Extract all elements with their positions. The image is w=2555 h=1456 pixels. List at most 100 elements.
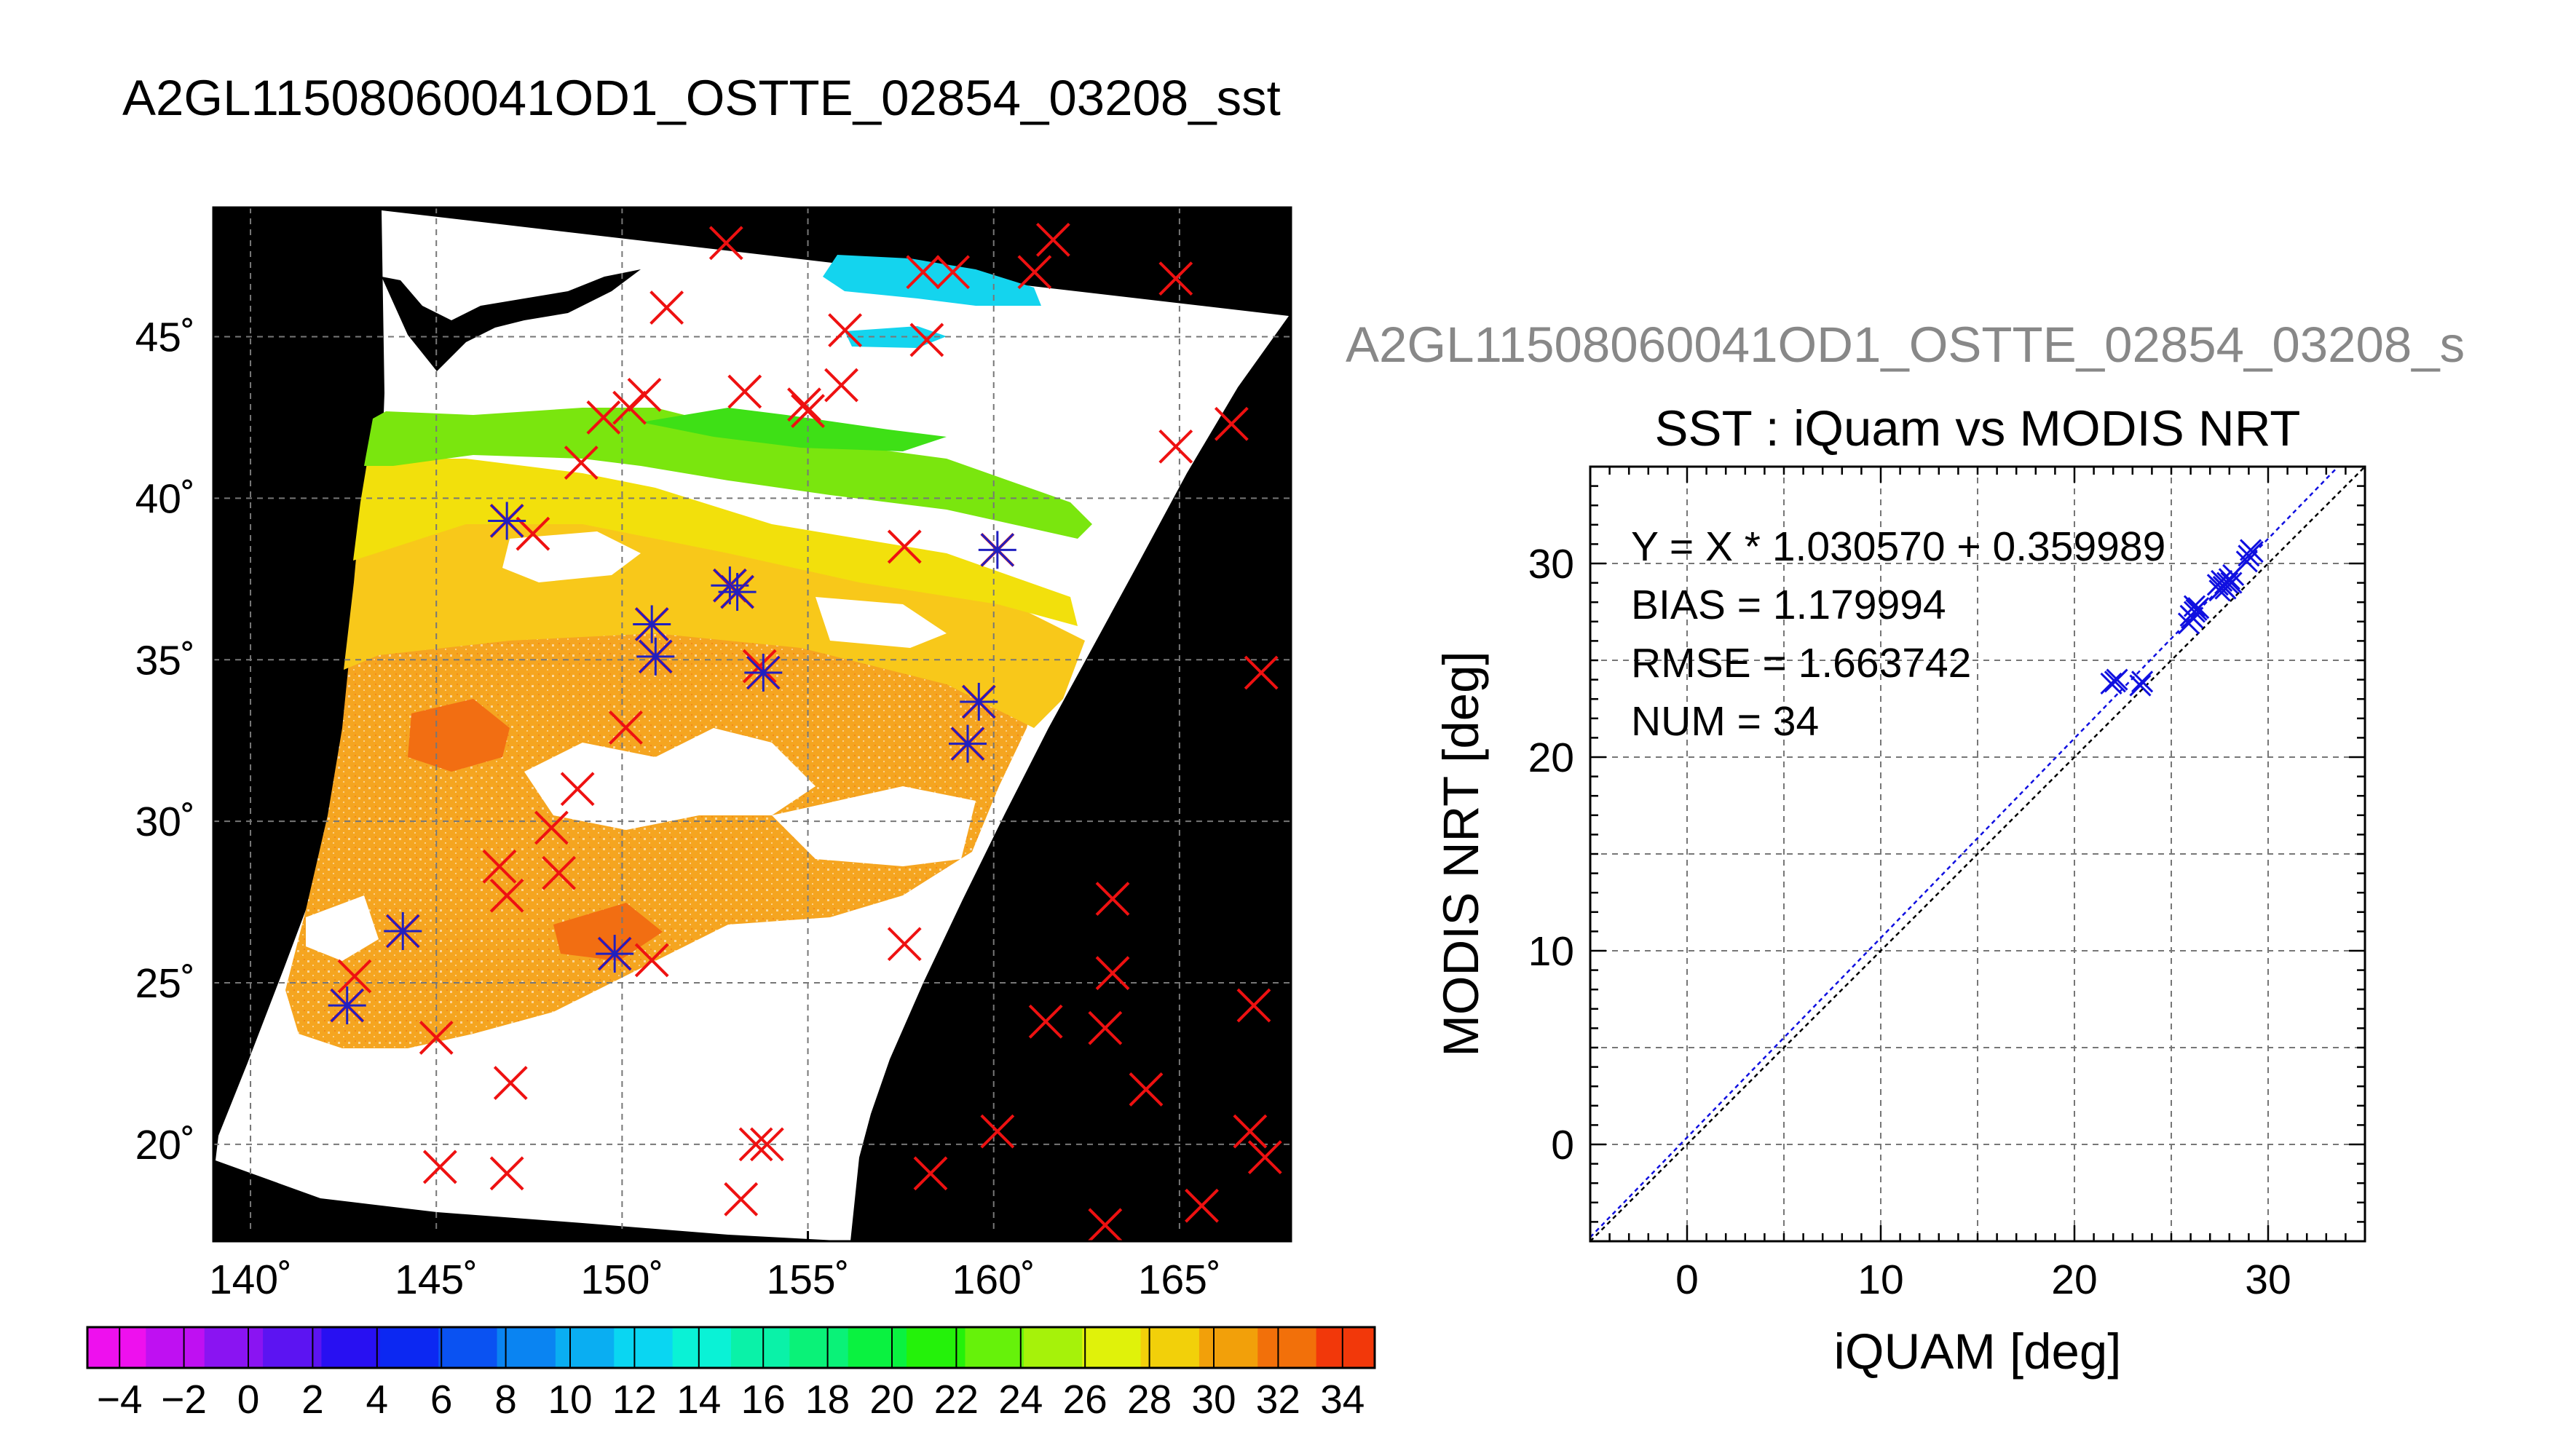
scatter-y-tick-label: 0	[1551, 1122, 1574, 1168]
one-to-one-line	[1590, 467, 2365, 1241]
unmatched-point-marker	[828, 313, 863, 348]
colorbar-cell	[438, 1327, 498, 1368]
map-y-ticks: 20˚ 25˚ 30˚ 35˚ 40˚ 45˚	[135, 314, 195, 1168]
colorbar-tick-label: 26	[1063, 1377, 1107, 1422]
matched-point-marker	[744, 654, 783, 692]
unmatched-point-marker	[1247, 1140, 1282, 1175]
scatter-point	[2235, 550, 2258, 573]
map-y-tick-label: 25˚	[135, 960, 195, 1007]
unmatched-point-marker	[612, 390, 647, 425]
unmatched-point-marker	[564, 446, 599, 480]
map-x-tick-label: 160˚	[952, 1257, 1035, 1303]
colorbar-cell	[614, 1327, 674, 1368]
map-y-tick-label: 30˚	[135, 799, 195, 845]
colorbar-tick-label: 10	[548, 1377, 592, 1422]
map-x-ticks: 140˚ 145˚ 150˚ 155˚ 160˚ 165˚	[209, 1231, 1221, 1303]
colorbar-tick-label: 6	[430, 1377, 453, 1422]
colorbar-cell	[848, 1327, 907, 1368]
colorbar-cell	[204, 1327, 264, 1368]
scatter-y-ticks: 0 10 20 30	[1528, 465, 2365, 1243]
scatter-x-tick-label: 10	[1857, 1257, 1903, 1303]
unmatched-point-marker	[422, 1150, 457, 1184]
map-x-tick-label: 155˚	[767, 1257, 850, 1303]
map-matched-points	[328, 502, 1016, 1025]
unmatched-point-marker	[493, 1066, 528, 1100]
unmatched-point-marker	[1244, 655, 1279, 690]
scatter-points	[2100, 539, 2264, 697]
map-y-tick-label: 40˚	[135, 475, 195, 522]
matched-point-marker	[384, 912, 422, 950]
scatter-annotations: Y = X * 1.030570 + 0.359989 BIAS = 1.179…	[1631, 523, 2165, 745]
colorbar-cell	[1082, 1327, 1142, 1368]
unmatched-point-marker	[906, 255, 941, 290]
colorbar-cell	[379, 1327, 439, 1368]
map-x-tick-label: 145˚	[395, 1257, 478, 1303]
sst-field-yellow	[353, 459, 1078, 626]
unmatched-point-marker	[980, 1114, 1015, 1149]
regression-line	[1590, 467, 2339, 1238]
annotation-bias: BIAS = 1.179994	[1631, 582, 1946, 628]
scatter-point	[2100, 672, 2122, 695]
unmatched-point-marker	[1233, 1114, 1268, 1149]
unmatched-point-marker	[649, 290, 684, 325]
unmatched-point-marker	[1095, 956, 1130, 991]
cloud-gap	[306, 895, 379, 961]
colorbar-cell	[672, 1327, 732, 1368]
colorbar-tick-label: 34	[1320, 1377, 1365, 1422]
colorbar-cell	[1257, 1327, 1317, 1368]
colorbar-tick-label: 0	[237, 1377, 260, 1422]
annotation-regression: Y = X * 1.030570 + 0.359989	[1631, 523, 2165, 570]
unmatched-point-marker	[489, 878, 524, 913]
colorbar-cell	[789, 1327, 849, 1368]
colorbar: −4 −2 0 2 4 6 8 10 12 14 16 18 20 22 24 26 28 30 32 34	[86, 1326, 1376, 1422]
scatter-x-ticks: 0 10 20 30	[1589, 467, 2366, 1303]
colorbar-cell	[1023, 1327, 1083, 1368]
scatter-point	[2177, 612, 2200, 635]
scatter-x-tick-label: 20	[2051, 1257, 2097, 1303]
cloud-gap	[816, 597, 947, 648]
scatter-y-tick-label: 20	[1528, 735, 1574, 781]
unmatched-point-marker	[887, 927, 922, 962]
scatter-grid	[1590, 467, 2365, 1241]
sst-field-deep-orange	[408, 699, 510, 772]
colorbar-tick-label: −2	[161, 1377, 207, 1422]
unmatched-point-marker	[742, 649, 777, 684]
annotation-rmse: RMSE = 1.663742	[1631, 640, 1971, 687]
map-x-tick-label: 140˚	[209, 1257, 292, 1303]
colorbar-cell	[1198, 1327, 1258, 1368]
scatter-x-label: iQUAM [deg]	[1834, 1324, 2122, 1380]
unmatched-point-marker	[1095, 882, 1130, 917]
unmatched-point-marker	[1158, 261, 1193, 296]
unmatched-point-marker	[609, 711, 643, 745]
colorbar-tick-label: 4	[366, 1377, 389, 1422]
unmatched-point-marker	[1158, 429, 1193, 464]
unmatched-point-marker	[791, 394, 825, 428]
sst-field-green	[364, 408, 1092, 539]
unmatched-point-marker	[1129, 1072, 1164, 1107]
unmatched-point-marker	[887, 529, 922, 564]
scatter-point	[2104, 670, 2126, 693]
coastline	[382, 269, 641, 371]
map-x-tick-label: 150˚	[580, 1257, 663, 1303]
unmatched-point-marker	[1017, 255, 1052, 290]
unmatched-point-marker	[1236, 988, 1271, 1023]
unmatched-point-marker	[560, 772, 595, 807]
colorbar-cell	[87, 1327, 146, 1368]
colorbar-tick-label: 22	[934, 1377, 979, 1422]
colorbar-cell	[965, 1327, 1024, 1368]
scatter-point	[2241, 540, 2264, 563]
sst-field-deep-orange-2	[553, 903, 663, 961]
unmatched-point-marker	[727, 374, 762, 409]
unmatched-point-marker	[1035, 222, 1070, 257]
scatter-y-tick-label: 10	[1528, 928, 1574, 975]
matched-point-marker	[596, 935, 634, 973]
unmatched-point-marker	[787, 387, 821, 422]
colorbar-tick-label: 28	[1127, 1377, 1172, 1422]
unmatched-point-marker	[1088, 1208, 1123, 1243]
unmatched-point-marker	[482, 849, 517, 884]
cloud-gap	[524, 728, 816, 830]
map-panel: 140˚ 145˚ 150˚ 155˚ 160˚ 165˚ 20˚ 25˚ 30˚ 35˚ 40˚…	[135, 206, 1292, 1303]
unmatched-point-marker	[1088, 1010, 1123, 1045]
scatter-x-tick-label: 30	[2245, 1257, 2291, 1303]
